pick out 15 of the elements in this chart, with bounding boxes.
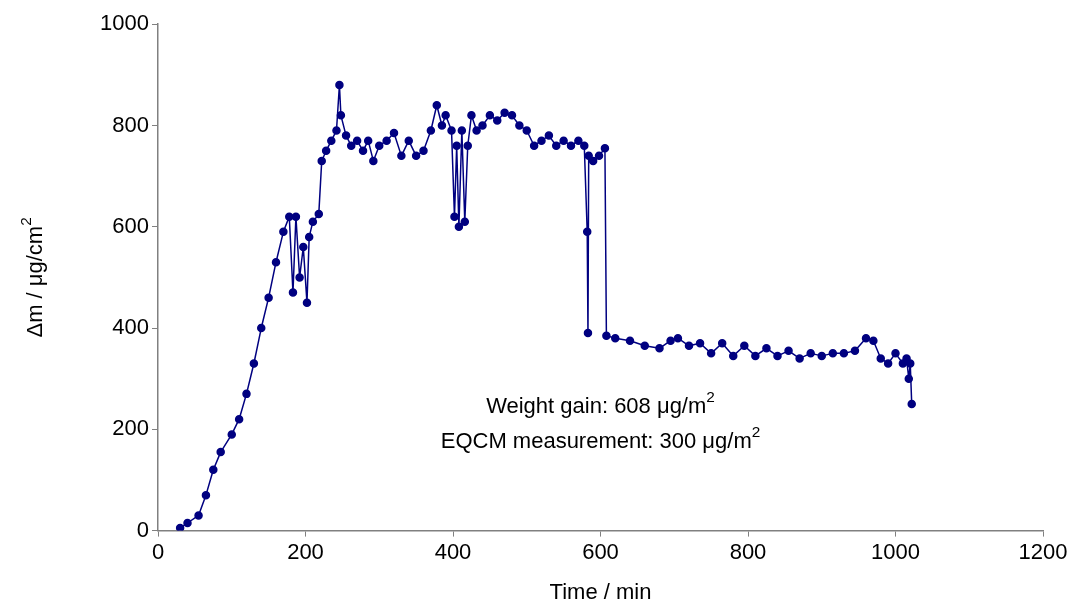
y-tick-label: 1000 bbox=[100, 10, 149, 36]
y-tick-label: 800 bbox=[112, 111, 149, 137]
x-tick-label: 0 bbox=[151, 538, 165, 564]
x-tick-label: 400 bbox=[434, 538, 472, 564]
x-tick-label: 1200 bbox=[1018, 538, 1068, 564]
x-tick-label: 600 bbox=[582, 538, 619, 564]
y-tick-label: 600 bbox=[112, 212, 149, 238]
x-axis-title: Time / min bbox=[549, 578, 652, 604]
y-axis-title: Δm / μg/cm2 bbox=[17, 217, 48, 338]
x-tick-label: 1000 bbox=[871, 538, 920, 564]
y-tick-label: 0 bbox=[136, 516, 149, 542]
x-tick-label: 800 bbox=[729, 538, 767, 564]
y-tick-label: 400 bbox=[112, 314, 149, 340]
x-tick-label: 200 bbox=[287, 538, 324, 564]
y-tick-label: 200 bbox=[112, 415, 149, 441]
